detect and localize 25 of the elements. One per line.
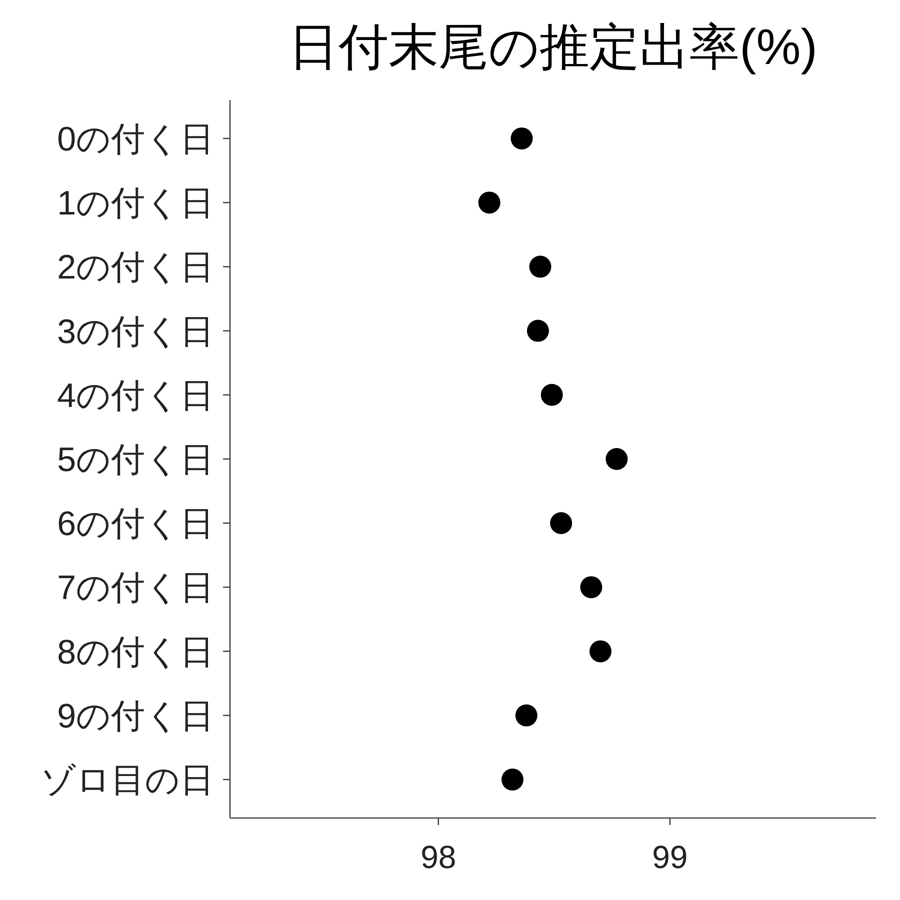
point: [606, 448, 628, 470]
y-tick-label: 0の付く日: [57, 120, 214, 158]
point: [529, 256, 552, 278]
point: [580, 576, 602, 598]
y-tick-label: ゾロ目の日: [41, 762, 214, 800]
point: [550, 512, 572, 534]
chart-title: 日付末尾の推定出率(%): [288, 19, 818, 75]
y-tick-label: 1の付く日: [57, 184, 214, 223]
point: [526, 320, 549, 342]
point: [515, 704, 538, 726]
y-tick-label: 8の付く日: [57, 633, 214, 672]
y-tick-label: 2の付く日: [57, 248, 214, 287]
y-tick-label: 6の付く日: [57, 505, 214, 544]
y-tick-label: 9の付く日: [57, 697, 214, 736]
y-tick-label: 7の付く日: [57, 569, 214, 608]
point: [478, 192, 500, 214]
point: [501, 768, 524, 791]
y-tick-label: 4の付く日: [57, 376, 214, 415]
y-tick-label: 5の付く日: [57, 441, 214, 479]
point: [540, 384, 563, 406]
y-tick-label: 3の付く日: [57, 312, 214, 351]
x-tick-label: 99: [652, 839, 688, 875]
point: [589, 640, 612, 662]
x-tick-label: 98: [420, 839, 456, 875]
point: [510, 127, 533, 150]
